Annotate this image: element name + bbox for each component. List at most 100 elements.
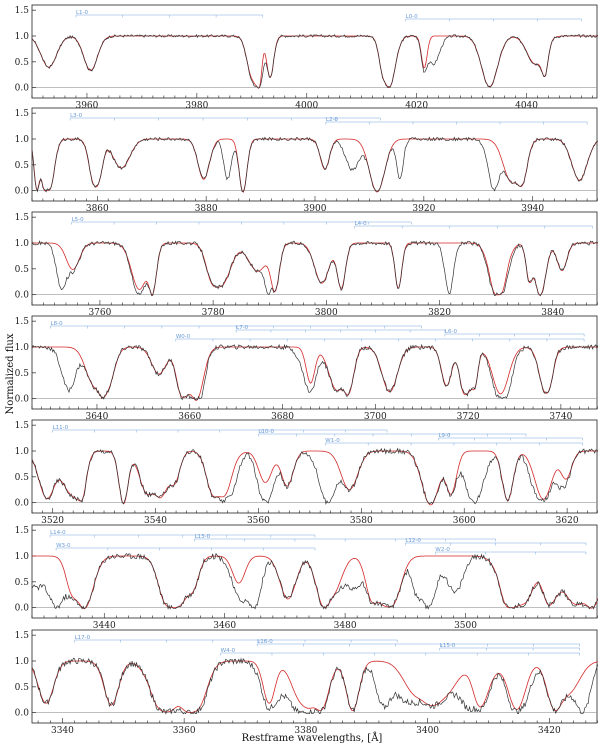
x-tick-label: 3640 (85, 412, 108, 422)
x-tick-label: 3500 (454, 621, 477, 631)
y-tick-label: 1.5 (15, 213, 30, 223)
x-tick-label: 3920 (412, 204, 435, 214)
line-id-W4-0: W4-0 (220, 648, 580, 656)
model-fit-line (31, 660, 598, 713)
y-axis-title: Normalized flux (5, 333, 16, 414)
x-tick-label: 3520 (41, 516, 64, 526)
observed-spectrum-line (31, 136, 598, 193)
y-tick-label: 1.0 (15, 343, 30, 353)
line-id-label: L0-0 (406, 14, 419, 20)
y-tick-label: 0.0 (15, 84, 30, 94)
y-tick-label: 0.5 (15, 161, 30, 171)
y-tick-label: 1.0 (15, 135, 30, 145)
x-tick-label: 3860 (86, 204, 109, 214)
observed-spectrum-line (31, 34, 598, 89)
spectrum-panel-4: 0.0 0.5 1.0 1.5 3640 3660 3680 3700 3720 3740 L8-0… (15, 315, 598, 422)
observed-spectrum-line (31, 657, 598, 715)
y-tick-label: 1.0 (15, 657, 30, 667)
y-tick-label: 0.5 (15, 265, 30, 275)
spectrum-panel-1: 0.0 0.5 1.0 1.5 3960 3980 4000 4020 4040 L1-0 L0-0 (15, 4, 598, 111)
line-id-L12-0: L12-0 (405, 538, 587, 546)
spectrum-panel-2: 0.0 0.5 1.0 1.5 3860 3880 3900 3920 3940 L3-0 L2-0 (15, 107, 598, 214)
line-id-L0-0: L0-0 (405, 14, 582, 22)
y-tick-label: 0.0 (15, 395, 30, 405)
x-tick-label: 3600 (453, 516, 476, 526)
line-id-label: L2-0 (326, 117, 339, 123)
line-id-label: L8-0 (51, 321, 64, 327)
line-id-L10-0: L10-0 (258, 429, 527, 437)
line-id-label: L4-0 (355, 221, 368, 227)
spectrum-panel-5: 0.0 0.5 1.0 1.5 3520 3540 3560 3580 3600 3620 L11-… (15, 419, 598, 526)
line-id-label: W3-0 (56, 543, 71, 549)
y-tick-label: 1.5 (15, 526, 30, 536)
x-tick-label: 3820 (428, 308, 451, 318)
line-id-W1-0: W1-0 (325, 438, 583, 446)
y-tick-label: 0.0 (15, 499, 30, 509)
panel-frame (31, 315, 598, 410)
line-id-L8-0: L8-0 (50, 321, 422, 329)
line-id-L7-0: L7-0 (235, 325, 446, 333)
x-tick-label: 3740 (549, 412, 572, 422)
x-tick-label: 4020 (405, 101, 428, 111)
y-tick-label: 1.5 (15, 631, 30, 641)
x-tick-label: 3900 (304, 204, 327, 214)
y-tick-label: 0.5 (15, 683, 30, 693)
spectrum-panel-7: 0.0 0.5 1.0 1.5 3340 3360 3380 3400 3420 L17-0 L16… (15, 629, 598, 736)
x-tick-label: 3940 (521, 204, 544, 214)
line-id-label: W4-0 (221, 648, 236, 654)
model-fit-line (31, 35, 598, 89)
x-tick-label: 3880 (195, 204, 218, 214)
y-tick-label: 0.5 (15, 473, 30, 483)
y-tick-label: 0.5 (15, 58, 30, 68)
x-tick-label: 3340 (51, 726, 74, 736)
line-id-label: L5-0 (72, 217, 85, 223)
panel-frame (31, 524, 598, 619)
line-id-label: L7-0 (236, 325, 249, 331)
line-id-L5-0: L5-0 (71, 217, 412, 225)
x-tick-label: 3620 (556, 516, 579, 526)
line-id-label: W2-0 (435, 547, 450, 553)
line-id-label: L17-0 (75, 635, 91, 641)
line-id-label: W1-0 (325, 438, 340, 444)
line-id-L13-0: L13-0 (194, 534, 496, 542)
x-tick-label: 3800 (315, 308, 338, 318)
x-tick-label: 3440 (93, 621, 116, 631)
y-tick-label: 0.5 (15, 578, 30, 588)
x-tick-label: 3480 (334, 621, 357, 631)
y-tick-label: 1.0 (15, 32, 30, 42)
model-fit-line (31, 450, 598, 506)
x-tick-label: 4040 (515, 101, 538, 111)
line-id-W0-0: W0-0 (175, 334, 585, 342)
line-id-W2-0: W2-0 (435, 547, 587, 555)
spectrum-panel-3: 0.0 0.5 1.0 1.5 3760 3780 3800 3820 3840 L5-0 L4-0 (15, 211, 598, 318)
line-id-label: L6-0 (445, 329, 458, 335)
model-fit-line (31, 138, 598, 194)
panel-frame (31, 419, 598, 514)
y-tick-label: 1.0 (15, 239, 30, 249)
x-tick-label: 3700 (364, 412, 387, 422)
panel-frame (31, 107, 598, 202)
line-id-label: L14-0 (50, 530, 66, 536)
x-tick-label: 3960 (75, 101, 98, 111)
x-tick-label: 3540 (144, 516, 167, 526)
x-tick-label: 4000 (295, 101, 318, 111)
line-id-L3-0: L3-0 (69, 113, 381, 121)
x-tick-label: 3420 (538, 726, 561, 736)
line-id-L2-0: L2-0 (325, 117, 588, 125)
panel-frame (31, 4, 598, 99)
x-tick-label: 3720 (457, 412, 480, 422)
x-tick-label: 3840 (541, 308, 564, 318)
line-id-L1-0: L1-0 (75, 10, 264, 18)
x-tick-label: 3980 (185, 101, 208, 111)
line-id-label: L16-0 (257, 639, 273, 645)
line-id-label: L11-0 (53, 425, 69, 431)
line-id-label: L12-0 (405, 538, 421, 544)
line-id-label: L10-0 (258, 429, 274, 435)
x-tick-label: 3460 (213, 621, 236, 631)
observed-spectrum-line (31, 343, 598, 401)
observed-spectrum-line (31, 552, 598, 611)
x-tick-label: 3780 (202, 308, 225, 318)
line-id-label: L3-0 (70, 113, 83, 119)
line-id-L4-0: L4-0 (354, 221, 593, 229)
x-axis-title: Restframe wavelengths, [Å] (242, 732, 383, 744)
